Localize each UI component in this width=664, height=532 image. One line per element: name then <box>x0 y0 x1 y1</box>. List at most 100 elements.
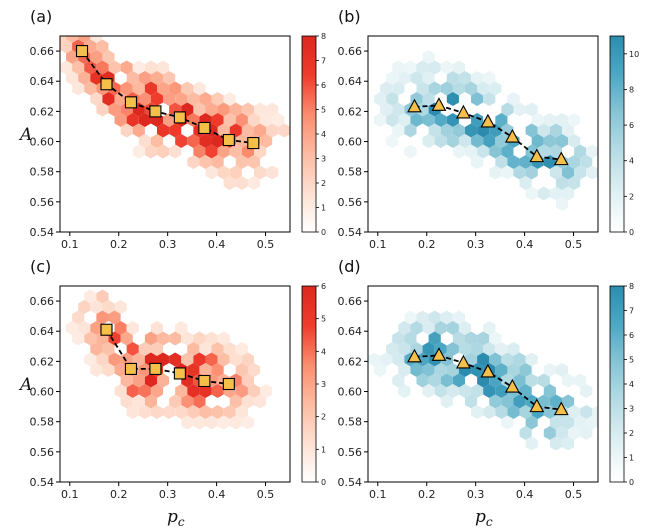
hexbin-cell <box>217 102 230 117</box>
hexbin-cell <box>392 60 405 75</box>
hexbin-cell <box>114 363 127 377</box>
triangle-marker <box>480 363 496 378</box>
colorbar-tick-label: 10 <box>629 50 639 59</box>
hexbin-cell <box>90 342 103 356</box>
hexbin-cell <box>241 352 254 367</box>
hexbin-cell <box>169 123 182 138</box>
hexbin-cell <box>501 102 514 117</box>
hexbin-cell <box>519 155 532 169</box>
hexbin-cell <box>120 60 133 75</box>
hexbin-cell <box>561 394 575 409</box>
y-tick-label: 0.56 <box>338 446 363 459</box>
hexbin-cell <box>126 113 139 127</box>
hexbin-cell <box>386 92 399 106</box>
hexbin-cell <box>477 144 490 159</box>
hexbin-cell <box>495 363 508 377</box>
hexbin-cell <box>574 373 587 388</box>
x-axis-label-subscript: c <box>486 515 493 529</box>
hexbin-cell <box>96 289 109 304</box>
hexbin-cell <box>175 92 188 106</box>
hexbin-cell <box>181 331 194 346</box>
hexbin-cell <box>422 71 435 85</box>
colorbar-tick-label: 6 <box>629 121 634 130</box>
hexbin-cell <box>120 373 133 388</box>
hexbin-cell <box>163 405 176 419</box>
hexbin-cell <box>126 342 139 356</box>
square-marker <box>247 136 260 150</box>
x-tick-label: 0.3 <box>467 238 485 251</box>
hexbin-cell <box>217 352 230 367</box>
hexbin-cell <box>96 352 109 367</box>
hexbin-cell <box>193 144 206 159</box>
hexbin-cell <box>440 394 453 409</box>
hexbin-cell <box>477 81 490 96</box>
hexbin-cell <box>84 352 97 367</box>
hexbin-cell <box>181 352 194 367</box>
y-tick-label: 0.64 <box>338 325 363 338</box>
hexbin-cell <box>434 113 447 127</box>
hexbin-cell <box>84 331 97 346</box>
y-tick-label: 0.62 <box>30 355 55 368</box>
hexbin-cell <box>574 144 587 159</box>
hexbin-cell <box>501 165 514 180</box>
colorbar-tick-label: 4 <box>321 130 326 139</box>
hexbin-cell <box>434 321 447 335</box>
hexbin-cell <box>156 331 170 346</box>
hexbin-cell <box>187 363 200 377</box>
hexbin-cell <box>187 155 200 169</box>
hexbin-cell <box>241 102 254 117</box>
hexbin-cell <box>410 113 423 127</box>
hexbin-cell <box>507 92 520 106</box>
hexbin-cell <box>253 394 267 409</box>
y-tick-label: 0.54 <box>30 226 55 239</box>
hexbin-cell <box>525 352 538 367</box>
hexbin-cell <box>132 123 145 138</box>
hexbin-cell <box>422 342 435 356</box>
hexbin-cell <box>211 155 224 169</box>
hexbin-cell <box>205 165 218 180</box>
hexbin-cell <box>422 384 435 398</box>
triangle-marker <box>456 354 471 369</box>
colorbar-tick-label: 5 <box>321 106 326 115</box>
hexbin-cell <box>452 144 465 159</box>
hexbin-cell <box>561 186 575 201</box>
hexbin-cell <box>507 342 520 356</box>
y-tick-label: 0.58 <box>338 416 363 429</box>
hexbin-cell <box>229 394 242 409</box>
hexbin-layer <box>60 36 290 190</box>
hexbin-cell <box>150 92 164 106</box>
hexbin-cell <box>555 176 569 190</box>
panel-b: 0.1 0.2 0.3 0.4 0.5 0.54 0.56 0.58 0.60 0.62 0.64 0… <box>338 7 640 251</box>
colorbar-tick-label: 7 <box>321 57 326 66</box>
hexbin-cell <box>568 426 581 440</box>
hexbin-cell <box>446 71 459 85</box>
hexbin-cell <box>223 176 236 190</box>
hexbin-cell <box>561 415 575 430</box>
hexbin-cell <box>205 415 218 430</box>
y-tick-label: 0.56 <box>30 196 55 209</box>
hexbin-cell <box>199 405 212 419</box>
panel-label: (d) <box>338 257 361 276</box>
hexbin-cell <box>102 92 115 106</box>
y-tick-label: 0.64 <box>30 75 55 88</box>
hexbin-cell <box>586 144 598 159</box>
hexbin-cell <box>471 113 484 127</box>
hexbin-cell <box>428 373 441 388</box>
hexbin-cell <box>266 102 279 117</box>
hexbin-cell <box>132 373 145 388</box>
hexbin-cell <box>580 384 593 398</box>
hexbin-cell <box>440 310 453 325</box>
axes-frame <box>59 285 291 483</box>
hexbin-cell <box>96 102 109 117</box>
hexbin-cell <box>471 405 484 419</box>
hexbin-cell <box>175 384 188 398</box>
hexbin-cell <box>458 321 472 335</box>
hexbin-cell <box>537 373 550 388</box>
hexbin-cell <box>489 144 502 159</box>
hexbin-cell <box>555 363 569 377</box>
hexbin-cell <box>561 165 575 180</box>
hexbin-cell <box>247 363 261 377</box>
hexbin-cell <box>483 71 496 85</box>
hexbin-cell <box>211 134 224 148</box>
hexbin-cell <box>126 384 139 398</box>
